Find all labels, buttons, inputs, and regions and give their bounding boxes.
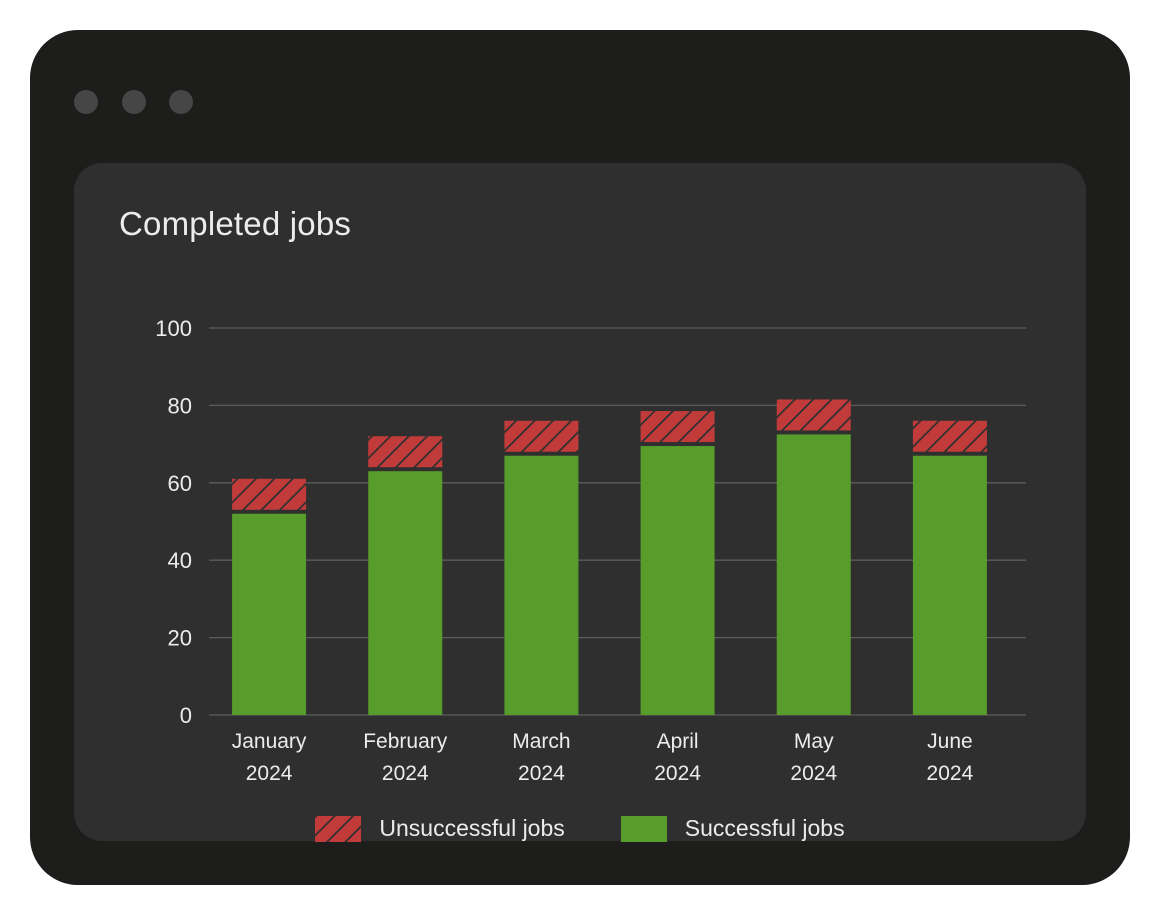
x-tick-label-4-1: 2024: [790, 762, 837, 785]
chart-card: Completed jobs 0 20 40 60 80 100 January 2024 F…: [74, 163, 1086, 842]
x-tick-label-2-1: 2024: [518, 762, 565, 785]
window-control-dot-2[interactable]: [122, 90, 146, 114]
bar-unsuccessful-5[interactable]: [912, 420, 987, 452]
bar-successful-1[interactable]: [368, 471, 443, 715]
y-axis-ticks: 0 20 40 60 80 100: [155, 316, 192, 728]
app-window: Completed jobs 0 20 40 60 80 100 January 2024 F…: [30, 30, 1130, 885]
legend: Unsuccessful jobs Successful jobs: [74, 815, 1086, 842]
window-control-dot-3[interactable]: [169, 90, 193, 114]
window-control-dot-1[interactable]: [74, 90, 98, 114]
y-tick-label-60: 60: [168, 471, 192, 496]
bar-successful-2[interactable]: [504, 455, 579, 715]
chart-title: Completed jobs: [119, 205, 352, 242]
y-tick-label-100: 100: [155, 316, 192, 341]
x-tick-label-1-1: 2024: [382, 762, 429, 785]
bar-unsuccessful-3[interactable]: [640, 411, 715, 443]
x-tick-label-4-0: May: [794, 730, 834, 753]
x-tick-label-2-0: March: [512, 730, 570, 753]
bar-unsuccessful-2[interactable]: [504, 420, 579, 452]
y-tick-label-0: 0: [180, 703, 192, 728]
bars: [232, 399, 987, 715]
y-tick-label-40: 40: [168, 548, 192, 573]
x-tick-label-0-0: January: [232, 730, 307, 753]
legend-item-successful[interactable]: Successful jobs: [620, 815, 845, 842]
x-tick-label-3-0: April: [657, 730, 699, 753]
bar-unsuccessful-1[interactable]: [368, 436, 443, 468]
bar-successful-3[interactable]: [640, 446, 715, 715]
y-tick-label-20: 20: [168, 626, 192, 651]
legend-item-unsuccessful[interactable]: Unsuccessful jobs: [315, 815, 565, 842]
x-tick-label-1-0: February: [363, 730, 448, 753]
unsuccessful-swatch: [315, 815, 362, 842]
y-tick-label-80: 80: [168, 393, 192, 418]
bar-chart: 0 20 40 60 80 100 January 2024 February 2024 Marc…: [155, 316, 1026, 785]
x-tick-label-5-1: 2024: [927, 762, 974, 785]
legend-label-successful: Successful jobs: [684, 815, 845, 841]
bar-successful-0[interactable]: [232, 513, 307, 715]
x-tick-label-3-1: 2024: [654, 762, 701, 785]
legend-label-unsuccessful: Unsuccessful jobs: [379, 815, 565, 841]
bar-unsuccessful-4[interactable]: [776, 399, 851, 431]
x-tick-label-5-0: June: [927, 730, 973, 753]
bar-successful-5[interactable]: [912, 455, 987, 715]
bar-successful-4[interactable]: [776, 434, 851, 715]
grid-lines: [209, 327, 1026, 716]
x-axis-labels: January 2024 February 2024 March 2024 April 202…: [232, 730, 974, 785]
x-tick-label-0-1: 2024: [246, 762, 293, 785]
bar-unsuccessful-0[interactable]: [232, 478, 307, 510]
successful-swatch: [620, 815, 667, 842]
